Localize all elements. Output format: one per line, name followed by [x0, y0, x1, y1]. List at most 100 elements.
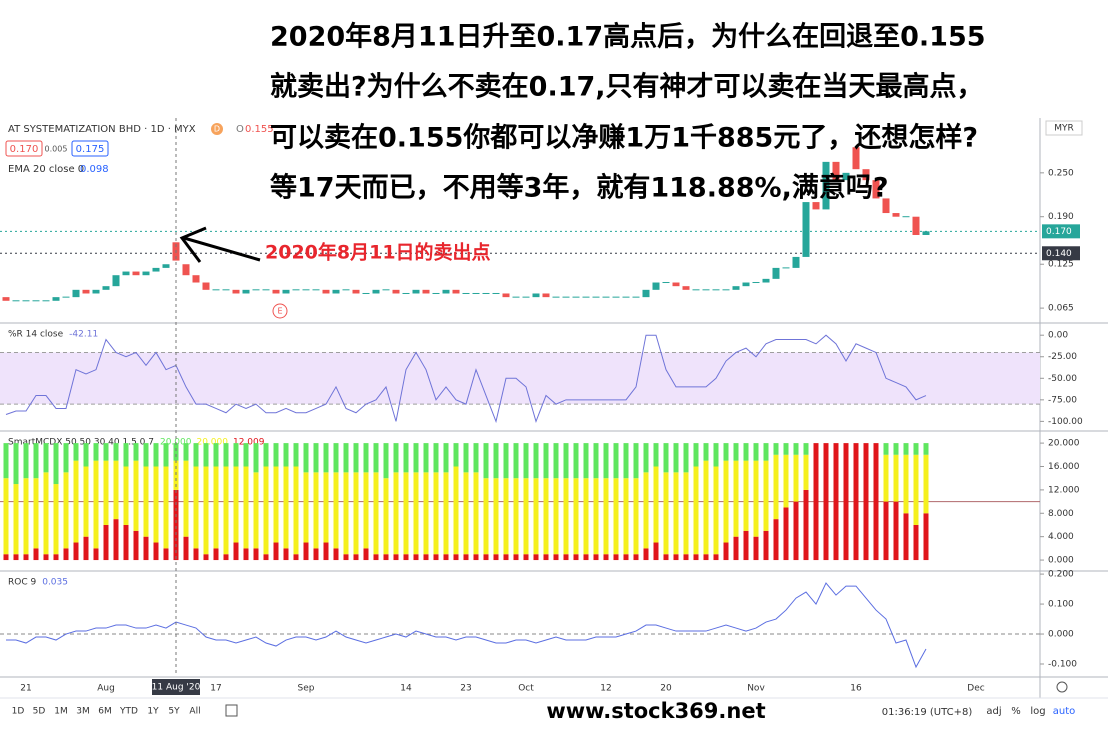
y-tick-label: -25.00 [1048, 352, 1077, 362]
candle [422, 289, 430, 294]
bar-segment [23, 443, 29, 479]
candle [292, 289, 300, 291]
bar-segment [253, 548, 259, 561]
candle [232, 289, 240, 294]
y-tick-label: 0.00 [1048, 331, 1068, 341]
bar-segment [913, 524, 919, 561]
bar-segment [883, 443, 889, 455]
bar-segment [503, 554, 509, 561]
calendar-icon[interactable] [225, 704, 238, 717]
range-button[interactable]: YTD [119, 707, 138, 717]
range-button[interactable]: 1D [12, 707, 25, 717]
bar-segment [73, 460, 79, 543]
range-button[interactable]: 1M [54, 707, 68, 717]
x-tick-label: 16 [850, 684, 862, 694]
option-button[interactable]: log [1030, 706, 1045, 717]
candle [862, 169, 870, 181]
bar-segment [243, 466, 249, 549]
range-button[interactable]: 5D [33, 707, 46, 717]
currency-box[interactable] [1045, 120, 1083, 136]
bar-segment [903, 443, 909, 455]
bar-segment [803, 454, 809, 490]
x-tick-label: 20 [660, 684, 672, 694]
bar-segment [93, 460, 99, 549]
range-button[interactable]: 5Y [168, 707, 180, 717]
bar-segment [343, 443, 349, 473]
bar-segment [323, 443, 329, 473]
bar-segment [473, 554, 479, 561]
x-tick-label: Oct [518, 684, 534, 694]
headline: 就卖出?为什么不卖在0.17,只有神才可以卖在当天最高点， [270, 71, 984, 103]
range-button[interactable]: 6M [98, 707, 112, 717]
candle [32, 300, 40, 302]
y-tick-label: 16.000 [1048, 462, 1080, 472]
y-tick-label: -50.00 [1048, 374, 1077, 384]
bar-segment [263, 443, 269, 467]
bar-segment [273, 443, 279, 467]
candle [802, 202, 810, 257]
bar-segment [183, 460, 189, 537]
option-button[interactable]: adj [986, 706, 1001, 717]
bar-segment [333, 472, 339, 549]
bar-segment [123, 443, 129, 467]
price-box[interactable] [71, 140, 109, 157]
bar-segment [893, 501, 899, 561]
bar-segment [193, 443, 199, 467]
candle [612, 296, 620, 298]
bar-segment [143, 536, 149, 561]
headline: 2020年8月11日升至0.17高点后，为什么在回退至0.155 [270, 21, 986, 53]
bar-segment [763, 530, 769, 561]
bar-segment [283, 443, 289, 467]
range-button[interactable]: 3M [76, 707, 90, 717]
candle [432, 292, 440, 294]
time: 01:36:19 (UTC+8) [882, 707, 973, 718]
earnings-marker[interactable] [272, 303, 288, 319]
settings-icon[interactable] [1056, 681, 1068, 693]
candle [592, 296, 600, 298]
bar-segment [833, 443, 839, 561]
bar-segment [663, 472, 669, 555]
bar-segment [803, 443, 809, 455]
bar-segment [223, 466, 229, 555]
bar-segment [463, 443, 469, 473]
candle [832, 161, 840, 181]
bar-segment [813, 443, 819, 561]
bar-segment [503, 478, 509, 555]
bar-segment [363, 443, 369, 473]
option-button[interactable]: % [1011, 706, 1021, 717]
price-box-text: 0.175 [76, 144, 105, 155]
y-tick-label: 0.200 [1048, 570, 1074, 580]
bar-segment [613, 443, 619, 479]
candle [122, 271, 130, 276]
badge-circle [211, 123, 223, 135]
range-button[interactable]: All [189, 707, 200, 717]
bar-segment [403, 554, 409, 561]
bar-segment [703, 460, 709, 555]
option-button[interactable]: auto [1053, 706, 1076, 717]
bar-segment [573, 478, 579, 555]
bar-segment [333, 548, 339, 561]
x-tick-label: Sep [298, 684, 315, 694]
bar-segment [43, 443, 49, 473]
price-box[interactable] [5, 140, 43, 157]
bar-segment [883, 501, 889, 561]
bar-segment [693, 443, 699, 467]
candle [252, 289, 260, 291]
bar-segment [553, 478, 559, 555]
range-button[interactable]: 1Y [147, 707, 159, 717]
bar-segment [493, 443, 499, 479]
arrow [183, 236, 261, 262]
bar-segment [603, 554, 609, 561]
bar-segment [63, 472, 69, 549]
bar-segment [63, 443, 69, 473]
bar-segment [543, 554, 549, 561]
bar-segment [203, 466, 209, 555]
bar-segment [173, 489, 179, 561]
candle [282, 289, 290, 294]
bar-segment [623, 443, 629, 479]
bar-segment [713, 443, 719, 467]
bar-segment [193, 466, 199, 549]
bar-segment [693, 466, 699, 555]
bar-segment [603, 443, 609, 479]
